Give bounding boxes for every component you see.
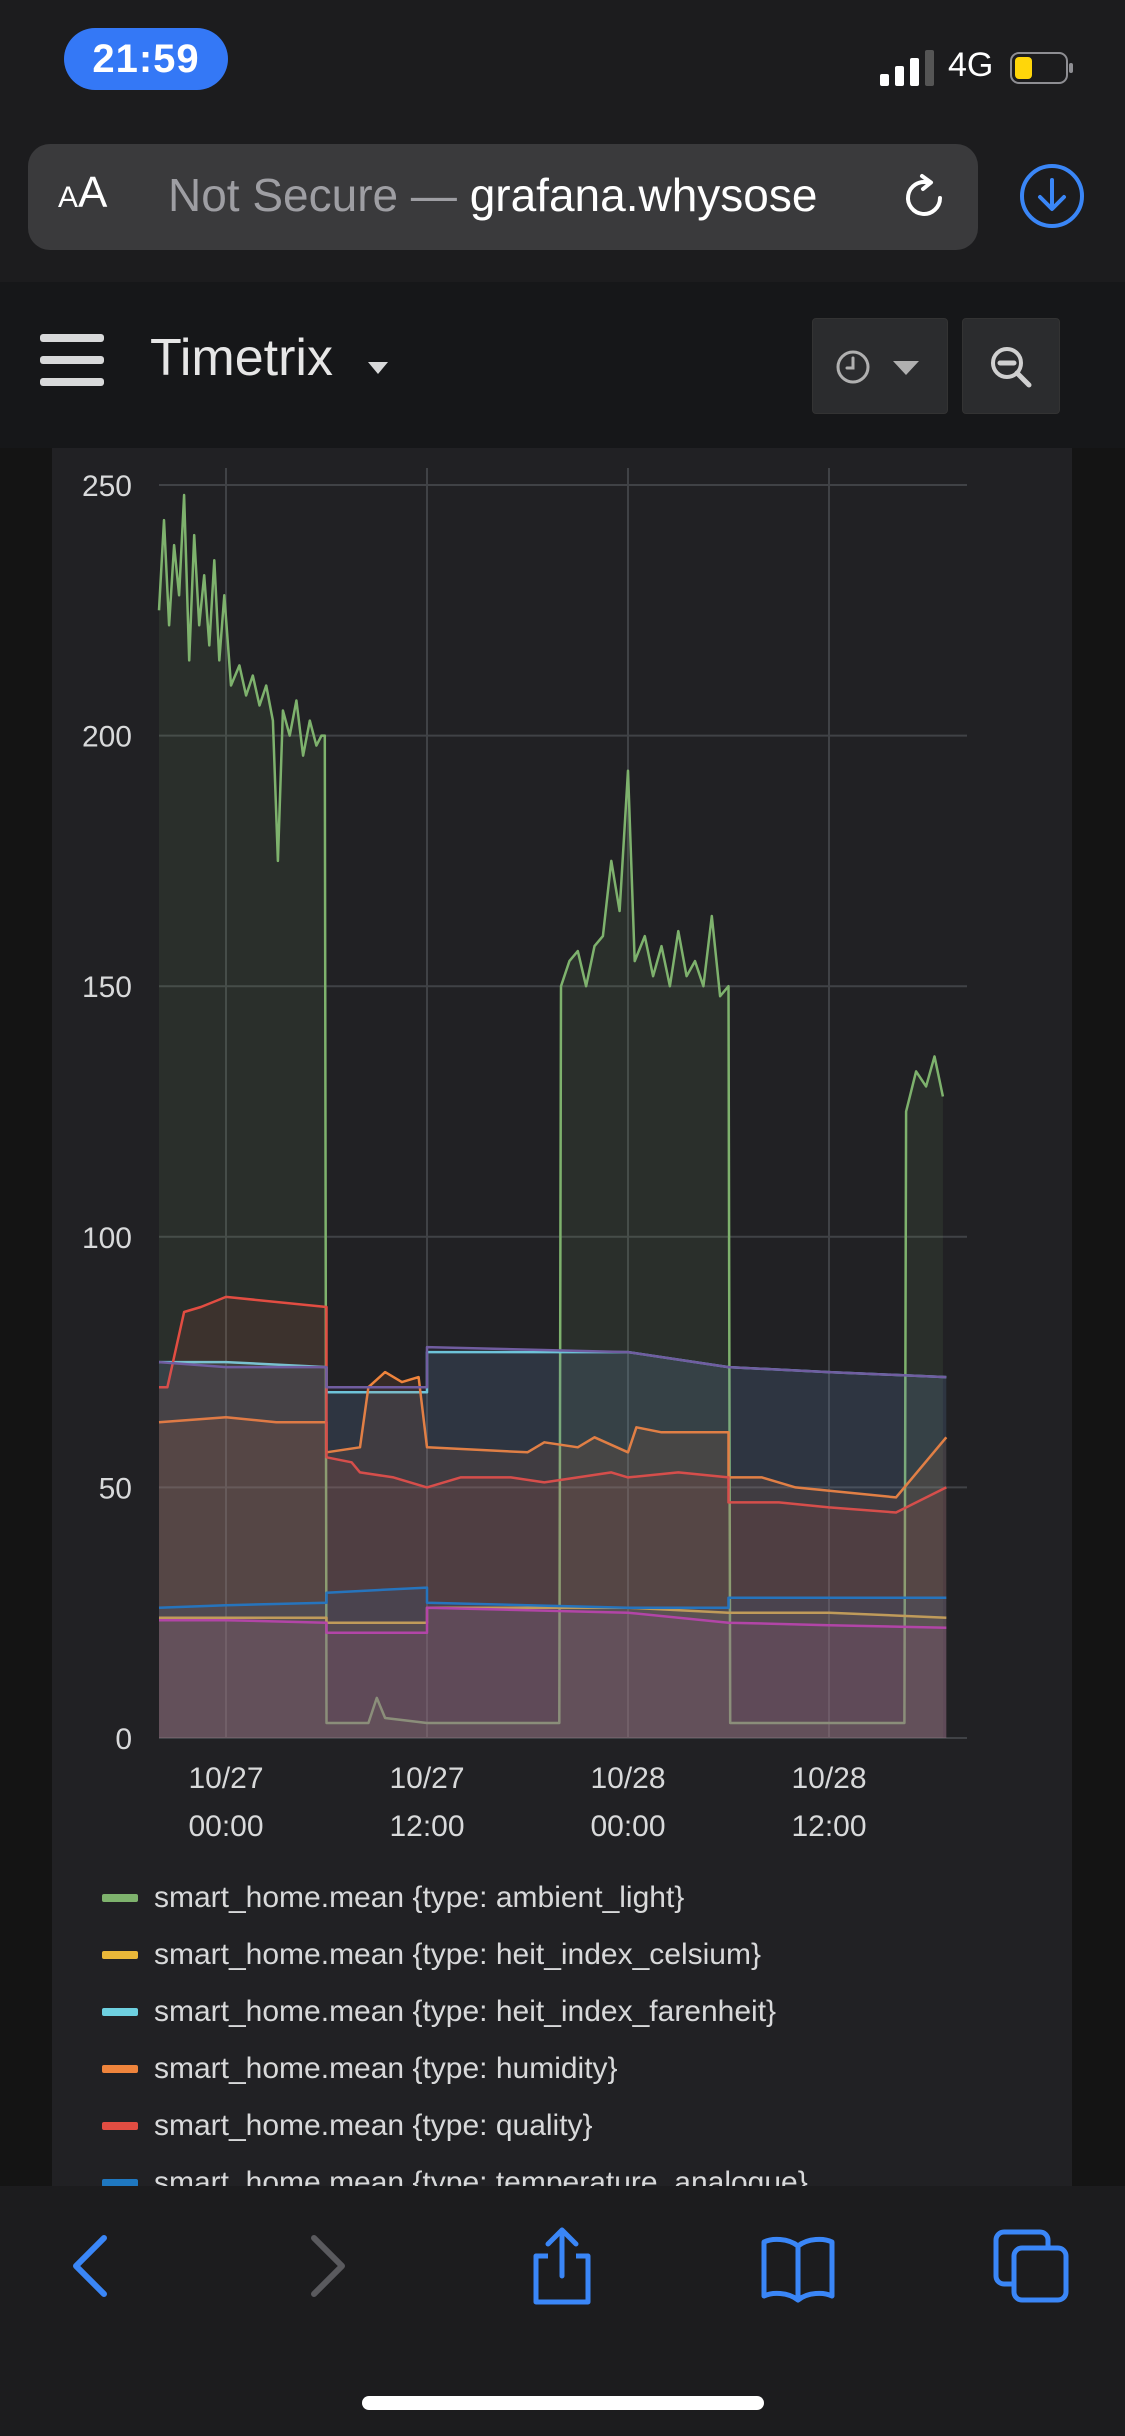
home-indicator: [362, 2396, 764, 2410]
graph-panel: 0 50 100 150 200 250 10/27 00:00 10/27 12:00 10/28…: [52, 448, 1072, 2313]
legend-swatch: [102, 2122, 138, 2130]
browser-toolbar: [0, 2186, 1125, 2436]
legend-item[interactable]: smart_home.mean {type: humidity}: [102, 2049, 618, 2089]
series-area-3: [159, 1372, 947, 1738]
legend-item[interactable]: smart_home.mean {type: heit_index_celsiu…: [102, 1935, 761, 1975]
legend-swatch: [102, 1951, 138, 1959]
share-icon[interactable]: [522, 2226, 602, 2306]
y-tick-label: 200: [82, 721, 132, 754]
legend-label: smart_home.mean {type: quality}: [154, 2109, 593, 2142]
series-area-5: [159, 1587, 947, 1738]
dashboard-title[interactable]: Timetrix: [150, 329, 333, 387]
legend-swatch: [102, 1894, 138, 1902]
status-bar: 21:59 4G: [0, 0, 1125, 140]
series-line-6: [159, 1606, 947, 1634]
y-tick-label: 150: [82, 971, 132, 1004]
network-type: 4G: [948, 46, 994, 84]
series-area-1: [159, 1607, 947, 1738]
address-bar[interactable]: AA Not Secure — grafana.whysose: [28, 144, 978, 250]
url-text[interactable]: Not Secure — grafana.whysose: [168, 169, 818, 221]
legend-swatch: [102, 2008, 138, 2016]
browser-address-area: AA Not Secure — grafana.whysose: [0, 140, 1125, 282]
legend-label: smart_home.mean {type: ambient_light}: [154, 1881, 685, 1914]
y-tick-label: 0: [115, 1723, 132, 1756]
reader-settings-button[interactable]: AA: [58, 168, 108, 217]
y-tick-label: 100: [82, 1222, 132, 1255]
series-area-6: [159, 1607, 947, 1738]
app-header: Timetrix: [0, 282, 1125, 448]
x-tick-date: 10/27: [188, 1762, 263, 1795]
status-time[interactable]: 21:59: [64, 28, 228, 90]
series-area-0: [159, 495, 943, 1738]
clock-icon: [836, 350, 870, 384]
reload-icon[interactable]: [898, 172, 950, 224]
x-tick-time: 00:00: [188, 1810, 263, 1843]
battery-icon: [1010, 52, 1073, 84]
chevron-down-icon: [893, 361, 919, 375]
series-line-5: [158, 1586, 947, 1609]
time-series-chart[interactable]: 0 50 100 150 200 250 10/27 00:00 10/27 12:00 10/28…: [52, 448, 1072, 1868]
x-tick-time: 12:00: [791, 1810, 866, 1843]
legend-label: smart_home.mean {type: heit_index_farenh…: [154, 1995, 777, 2028]
y-tick-label: 50: [99, 1472, 132, 1505]
series-line-0: [157, 493, 945, 1725]
legend-item[interactable]: smart_home.mean {type: quality}: [102, 2106, 593, 2146]
signal-strength-icon: [880, 50, 934, 86]
x-tick-date: 10/28: [590, 1762, 665, 1795]
legend-label: smart_home.mean {type: heit_index_celsiu…: [154, 1938, 762, 1971]
menu-icon[interactable]: [40, 332, 104, 388]
tabs-icon[interactable]: [992, 2226, 1072, 2306]
back-icon[interactable]: [52, 2226, 132, 2306]
y-tick-label: 250: [82, 470, 132, 503]
download-icon[interactable]: [1018, 162, 1086, 230]
legend-label: smart_home.mean {type: humidity}: [154, 2052, 618, 2085]
x-tick-date: 10/28: [791, 1762, 866, 1795]
zoom-out-icon: [991, 347, 1032, 388]
bookmarks-icon[interactable]: [758, 2226, 838, 2306]
legend-swatch: [102, 2065, 138, 2073]
forward-icon[interactable]: [286, 2226, 366, 2306]
series-line-7: [158, 1345, 947, 1389]
legend-swatch: [102, 2179, 138, 2187]
x-tick-time: 12:00: [389, 1810, 464, 1843]
series-line-4: [159, 1295, 947, 1514]
legend-item[interactable]: smart_home.mean {type: ambient_light}: [102, 1878, 684, 1918]
legend-item[interactable]: smart_home.mean {type: heit_index_farenh…: [102, 1992, 776, 2032]
series-area-4: [159, 1296, 947, 1738]
time-picker-button[interactable]: [812, 318, 948, 414]
x-tick-date: 10/27: [389, 1762, 464, 1795]
series-area-7: [159, 1347, 947, 1738]
chevron-down-icon[interactable]: [368, 362, 388, 374]
x-tick-time: 00:00: [590, 1810, 665, 1843]
zoom-out-button[interactable]: [962, 318, 1060, 414]
